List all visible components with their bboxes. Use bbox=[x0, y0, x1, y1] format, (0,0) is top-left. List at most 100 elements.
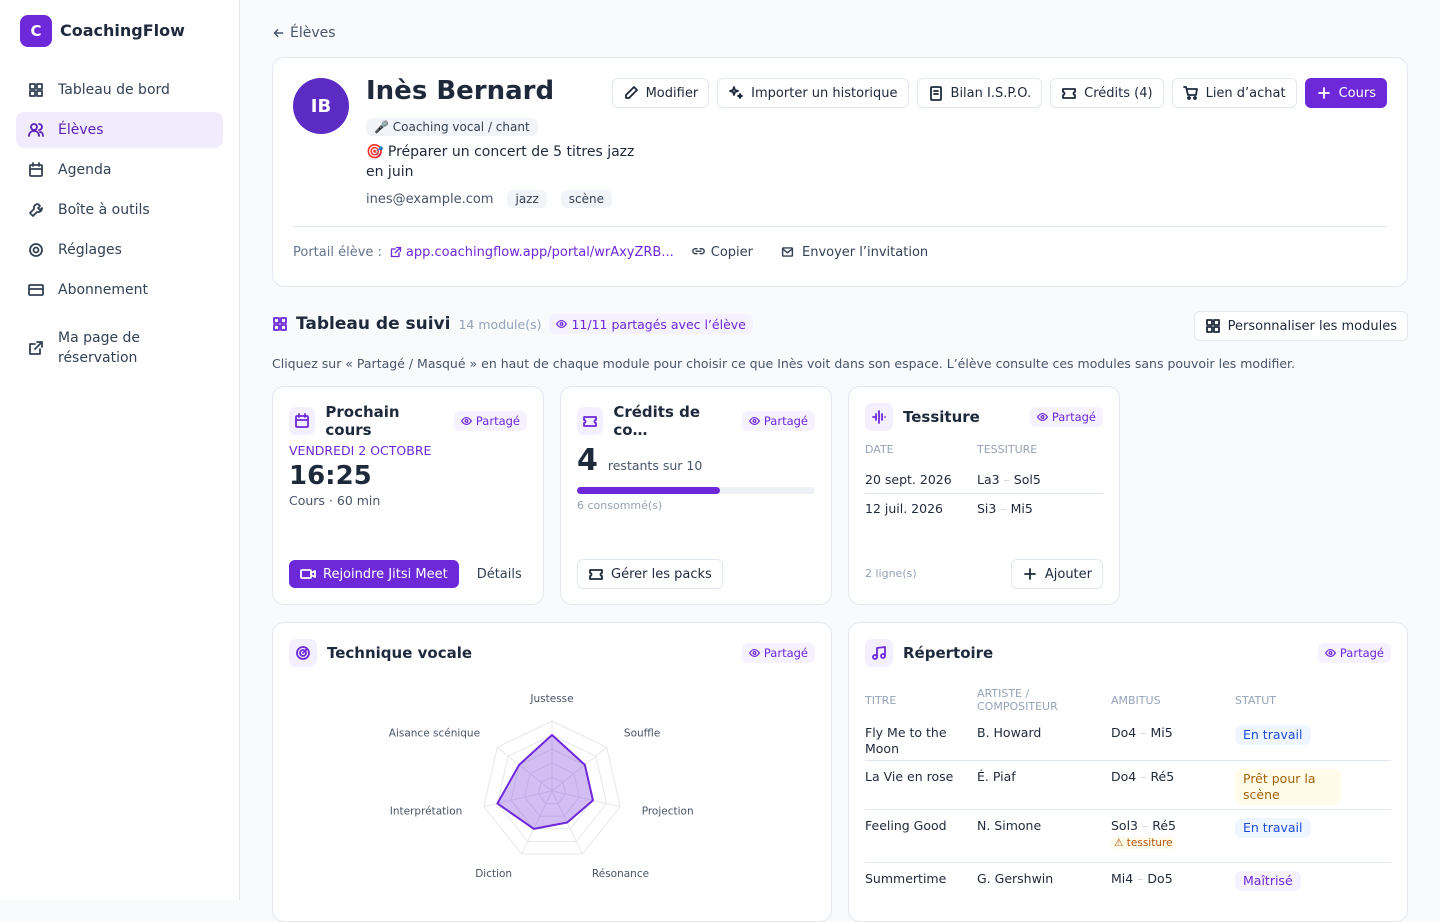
axis-label: Justesse bbox=[529, 693, 573, 705]
student-card: IB Inès Bernard 🎤 Coaching vocal / chant… bbox=[272, 57, 1408, 287]
lesson-button[interactable]: Cours bbox=[1304, 78, 1387, 108]
nav-label: Tableau de bord bbox=[58, 82, 170, 98]
brand: CoachingFlow bbox=[60, 21, 185, 40]
tag: jazz bbox=[507, 190, 547, 208]
progress-fill bbox=[577, 487, 720, 494]
nav-item[interactable]: Agenda bbox=[16, 152, 223, 188]
column-header: TESSITURE bbox=[977, 443, 1038, 456]
consumed: 6 consommé(s) bbox=[577, 499, 663, 512]
goal: 🎯 Préparer un concert de 5 titres jazz e… bbox=[366, 144, 635, 180]
label: Partagé bbox=[763, 646, 808, 660]
nav-item[interactable]: Ma page de réservation bbox=[16, 326, 223, 370]
axis-label: Résonance bbox=[592, 868, 649, 880]
cell: G. Gershwin bbox=[977, 871, 1054, 886]
nav-item[interactable]: Abonnement bbox=[16, 272, 223, 308]
cell: La Vie en rose bbox=[865, 769, 954, 784]
nav-label: Réglages bbox=[58, 242, 122, 258]
cell: Do5 bbox=[1147, 871, 1173, 886]
cell: Feeling Good bbox=[865, 818, 947, 833]
report-button[interactable]: Bilan I.S.P.O. bbox=[916, 78, 1043, 108]
hint: Cliquez sur « Partagé / Masqué » en haut… bbox=[272, 356, 1296, 371]
module-title: Technique vocale bbox=[327, 644, 473, 662]
cell: Do4 bbox=[1111, 769, 1137, 784]
axis-label: Projection bbox=[642, 805, 694, 817]
tracking-title: Tableau de suivi bbox=[296, 314, 451, 334]
radar-ring bbox=[483, 720, 621, 855]
cell: É. Piaf bbox=[977, 769, 1016, 784]
copy-button[interactable]: Copier bbox=[710, 244, 753, 260]
cell: Do4 bbox=[1111, 725, 1137, 740]
shared-badge[interactable]: Partagé bbox=[741, 411, 815, 431]
portal-label: Portail élève : bbox=[293, 244, 382, 260]
credits-card: Crédits de co… Partagé 4 restants sur 10 … bbox=[560, 386, 832, 605]
back-link[interactable]: Élèves bbox=[272, 25, 336, 41]
manage-packs-button[interactable]: Gérer les packs bbox=[577, 559, 723, 589]
status: Maîtrisé bbox=[1235, 871, 1301, 891]
cell: B. Howard bbox=[977, 725, 1042, 740]
invite-button[interactable]: Envoyer l’invitation bbox=[802, 244, 929, 260]
tag: scène bbox=[560, 190, 613, 208]
nav-item[interactable]: Réglages bbox=[16, 232, 223, 268]
nav-item[interactable]: Élèves bbox=[16, 112, 223, 148]
credits-button[interactable]: Crédits (4) bbox=[1050, 78, 1164, 108]
column-header: STATUT bbox=[1235, 693, 1277, 707]
import-button[interactable]: Importer un historique bbox=[717, 78, 909, 108]
shared-badge[interactable]: Partagé bbox=[453, 411, 527, 431]
label: Lien d’achat bbox=[1205, 85, 1286, 101]
nav-label: Agenda bbox=[58, 162, 112, 178]
lesson-meta: Cours · 60 min bbox=[289, 493, 381, 508]
shared-badge[interactable]: Partagé bbox=[741, 643, 815, 663]
axis-label: Diction bbox=[475, 868, 512, 880]
cell: La3 bbox=[977, 471, 1000, 487]
technique-card: Technique vocale Partagé Justesse Souffle P… bbox=[272, 622, 832, 922]
shared-badge[interactable]: Partagé bbox=[1317, 643, 1391, 663]
customize-button[interactable]: Personnaliser les modules bbox=[1193, 311, 1408, 341]
portal-url[interactable]: app.coachingflow.app/portal/wrAxyZRB... bbox=[405, 244, 674, 260]
radar-spoke bbox=[551, 746, 608, 792]
label: Gérer les packs bbox=[611, 566, 712, 582]
nav-label: Élèves bbox=[58, 122, 104, 138]
repertoire-card: Répertoire Partagé TITRE ARTISTE / COMPOS… bbox=[848, 622, 1408, 922]
app: C CoachingFlow Tableau de bord Élèves Ag… bbox=[16, 0, 1408, 922]
module-title: Prochain cours bbox=[325, 403, 400, 439]
page: CoachingFlow {"sidebar":{"logo":"C","bra… bbox=[16, 0, 1408, 922]
details-button[interactable]: Détails bbox=[476, 566, 522, 582]
radar-ring bbox=[496, 734, 608, 842]
radar-ring bbox=[537, 776, 567, 805]
module-count: 14 module(s) bbox=[458, 316, 542, 332]
label: Personnaliser les modules bbox=[1227, 318, 1397, 334]
repertoire-table: TITRE ARTISTE / COMPOSITEUR AMBITUS STAT… bbox=[865, 679, 1391, 903]
remaining-credits: 4 bbox=[577, 443, 598, 478]
cell: Ré5 bbox=[1152, 818, 1176, 833]
radar-spoke bbox=[483, 790, 553, 808]
radar-spoke bbox=[551, 790, 621, 808]
purchase-link-button[interactable]: Lien d’achat bbox=[1171, 78, 1297, 108]
label: Importer un historique bbox=[751, 85, 898, 101]
divider bbox=[293, 226, 1387, 227]
add-button[interactable]: Ajouter bbox=[1010, 559, 1103, 589]
column-header: AMBITUS bbox=[1111, 693, 1161, 707]
label: Crédits (4) bbox=[1084, 85, 1153, 101]
remaining-label: restants sur 10 bbox=[607, 458, 703, 473]
label: Partagé bbox=[475, 414, 520, 428]
edit-button[interactable]: Modifier bbox=[611, 78, 710, 108]
avatar: IB bbox=[293, 78, 349, 134]
email: ines@example.com bbox=[366, 191, 494, 207]
label: Partagé bbox=[763, 414, 808, 428]
nav-item[interactable]: Boîte à outils bbox=[16, 192, 223, 228]
cell: Sol3 bbox=[1111, 818, 1139, 833]
nav-item[interactable]: Tableau de bord bbox=[16, 72, 223, 108]
cell: Mi4 bbox=[1111, 871, 1134, 886]
progress-track bbox=[577, 487, 815, 494]
lesson-date: VENDREDI 2 OCTOBRE bbox=[289, 443, 432, 458]
radar-ring bbox=[524, 762, 580, 817]
next-lesson-card: Prochain cours Partagé VENDREDI 2 OCTOBRE… bbox=[272, 386, 544, 605]
radar-area bbox=[496, 734, 594, 830]
label: 11/11 partagés avec l’élève bbox=[571, 316, 746, 332]
column-header: ARTISTE / COMPOSITEUR bbox=[977, 687, 1058, 713]
logo: C bbox=[20, 15, 52, 47]
shared-badge[interactable]: Partagé bbox=[1029, 407, 1103, 427]
label: Partagé bbox=[1051, 410, 1096, 424]
join-button[interactable]: Rejoindre Jitsi Meet bbox=[289, 560, 459, 588]
cell: Mi5 bbox=[1010, 501, 1033, 516]
